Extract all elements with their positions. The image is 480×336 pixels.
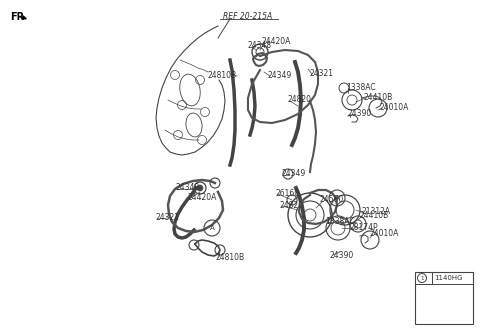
- Text: REF 20-215A: REF 20-215A: [223, 12, 273, 21]
- Text: 24321: 24321: [155, 213, 179, 222]
- Text: 21312A: 21312A: [362, 208, 391, 216]
- Text: 24560: 24560: [320, 196, 344, 205]
- FancyBboxPatch shape: [415, 272, 473, 324]
- Text: 1140HG: 1140HG: [434, 275, 463, 281]
- Text: 26160: 26160: [275, 188, 299, 198]
- Text: 24348: 24348: [248, 42, 272, 50]
- Text: 24349: 24349: [268, 71, 292, 80]
- Text: A: A: [210, 225, 215, 231]
- Text: 24420A: 24420A: [262, 37, 291, 45]
- Text: 1338AC: 1338AC: [325, 217, 355, 226]
- Text: 24010A: 24010A: [380, 102, 409, 112]
- Text: 24410B: 24410B: [360, 210, 389, 219]
- Text: 24820: 24820: [288, 95, 312, 104]
- Text: 28174P: 28174P: [350, 222, 379, 232]
- Text: 24321: 24321: [310, 69, 334, 78]
- Text: A: A: [335, 195, 339, 201]
- Text: 1: 1: [420, 276, 424, 281]
- Text: 24390: 24390: [330, 252, 354, 260]
- Text: FR: FR: [10, 12, 24, 22]
- Text: 24348: 24348: [175, 183, 199, 193]
- Text: 24010A: 24010A: [370, 228, 399, 238]
- Text: 24349: 24349: [282, 169, 306, 178]
- Circle shape: [197, 185, 203, 191]
- Text: 24420A: 24420A: [188, 193, 217, 202]
- Text: 24390: 24390: [348, 109, 372, 118]
- Text: 24820: 24820: [280, 201, 304, 210]
- Text: 24410B: 24410B: [363, 92, 392, 101]
- Text: 24810B: 24810B: [215, 253, 244, 262]
- Text: 24810B: 24810B: [208, 71, 237, 80]
- Text: 1338AC: 1338AC: [346, 83, 376, 91]
